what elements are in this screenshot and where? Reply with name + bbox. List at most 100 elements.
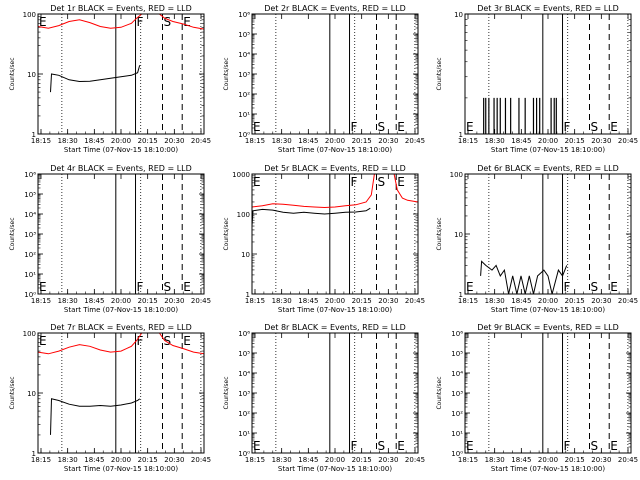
x-tick-label: 18:30 [272, 137, 292, 145]
x-tick-label: 18:15 [31, 137, 51, 145]
x-tick-label: 20:45 [191, 297, 211, 305]
marker-label: E [183, 334, 191, 348]
y-tick-label: 10⁰ [238, 450, 250, 458]
y-tick-label: 10¹ [238, 430, 250, 438]
marker-label: F [137, 280, 144, 294]
panel-title: Det 8r BLACK = Events, RED = LLD [264, 323, 406, 332]
plot-frame [251, 13, 419, 135]
x-axis-label: Start Time (07-Nov-15 18:10:00) [64, 146, 178, 154]
panel-title: Det 1r BLACK = Events, RED = LLD [50, 4, 192, 13]
x-tick-label: 20:30 [591, 137, 611, 145]
y-tick-label: 10⁴ [24, 211, 36, 219]
panel-title: Det 9r BLACK = Events, RED = LLD [477, 323, 619, 332]
x-tick-label: 18:45 [84, 297, 104, 305]
panel-title: Det 6r BLACK = Events, RED = LLD [477, 164, 619, 173]
plot-frame [37, 173, 205, 295]
y-tick-label: 10¹ [24, 271, 36, 279]
x-tick-label: 20:45 [405, 297, 425, 305]
marker-label: F [351, 175, 358, 189]
y-tick-label: 10⁵ [451, 350, 463, 358]
x-tick-label: 20:15 [138, 137, 158, 145]
series-events [50, 65, 141, 93]
y-axis-label: Counts/sec [223, 376, 230, 409]
y-axis-label: Counts/sec [9, 376, 16, 409]
y-tick-label: 10 [27, 390, 36, 398]
marker-label: F [137, 15, 144, 29]
y-tick-label: 10⁶ [238, 330, 250, 338]
x-tick-label: 18:30 [272, 456, 292, 464]
plot-frame [37, 332, 205, 454]
marker-label: E [253, 175, 261, 189]
x-tick-label: 20:45 [191, 456, 211, 464]
x-axis-label: Start Time (07-Nov-15 18:10:00) [278, 465, 392, 473]
marker-label: S [164, 15, 172, 29]
x-tick-label: 18:45 [298, 297, 318, 305]
y-tick-label: 10⁵ [24, 191, 36, 199]
series-events [50, 398, 141, 435]
y-tick-label: 100 [237, 211, 250, 219]
y-axis-label: Counts/sec [223, 217, 230, 250]
x-tick-label: 20:15 [565, 297, 585, 305]
x-tick-label: 20:30 [591, 297, 611, 305]
x-tick-label: 18:30 [58, 137, 78, 145]
y-tick-label: 10² [238, 91, 250, 99]
series-lld [393, 173, 419, 203]
marker-label: S [378, 175, 386, 189]
y-tick-label: 10 [241, 251, 250, 259]
x-axis-label: Start Time (07-Nov-15 18:10:00) [491, 465, 605, 473]
x-tick-label: 20:15 [565, 456, 585, 464]
y-tick-label: 10⁶ [451, 330, 463, 338]
y-tick-label: 10⁴ [238, 370, 250, 378]
marker-label: E [610, 439, 618, 453]
panel-title: Det 7r BLACK = Events, RED = LLD [50, 323, 192, 332]
x-axis-label: Start Time (07-Nov-15 18:10:00) [491, 146, 605, 154]
y-tick-label: 10⁰ [451, 450, 463, 458]
marker-label: E [397, 175, 405, 189]
plot-frame [251, 173, 419, 295]
x-tick-label: 20:00 [325, 297, 345, 305]
x-tick-label: 18:15 [245, 297, 265, 305]
marker-label: E [39, 334, 47, 348]
x-tick-label: 18:30 [485, 456, 505, 464]
panel-title: Det 4r BLACK = Events, RED = LLD [50, 164, 192, 173]
detector-panel-7: Det 7r BLACK = Events, RED = LLD Counts/s… [9, 323, 211, 473]
x-tick-label: 20:30 [378, 297, 398, 305]
y-tick-label: 1 [459, 291, 463, 299]
x-tick-label: 20:15 [138, 456, 158, 464]
x-tick-label: 20:00 [325, 456, 345, 464]
x-tick-label: 20:15 [138, 297, 158, 305]
marker-label: F [137, 334, 144, 348]
marker-label: F [564, 439, 571, 453]
series-lld [251, 173, 375, 209]
marker-label: E [610, 120, 618, 134]
x-axis-label: Start Time (07-Nov-15 18:10:00) [278, 146, 392, 154]
series-events [480, 260, 568, 295]
y-tick-label: 10 [454, 11, 463, 19]
y-axis-label: Counts/sec [436, 57, 443, 90]
x-tick-label: 20:30 [164, 297, 184, 305]
x-tick-label: 20:00 [111, 137, 131, 145]
x-tick-label: 20:00 [538, 297, 558, 305]
x-tick-label: 18:45 [298, 137, 318, 145]
x-tick-label: 20:30 [164, 137, 184, 145]
marker-label: F [351, 439, 358, 453]
x-tick-label: 20:45 [618, 297, 638, 305]
marker-label: E [466, 120, 474, 134]
x-tick-label: 18:30 [485, 297, 505, 305]
x-tick-label: 18:45 [84, 456, 104, 464]
y-tick-label: 100 [23, 11, 36, 19]
y-axis-label: Counts/sec [223, 57, 230, 90]
x-tick-label: 18:45 [511, 297, 531, 305]
y-tick-label: 10¹ [238, 111, 250, 119]
y-tick-label: 100 [450, 171, 463, 179]
marker-label: E [39, 280, 47, 294]
detector-panel-1: Det 1r BLACK = Events, RED = LLD Counts/s… [9, 4, 211, 154]
x-tick-label: 20:00 [538, 456, 558, 464]
y-tick-label: 10² [24, 251, 36, 259]
y-tick-label: 10⁵ [238, 350, 250, 358]
y-tick-label: 10¹ [451, 430, 463, 438]
series-events [251, 207, 371, 227]
y-tick-label: 1 [459, 131, 463, 139]
y-axis-label: Counts/sec [436, 376, 443, 409]
